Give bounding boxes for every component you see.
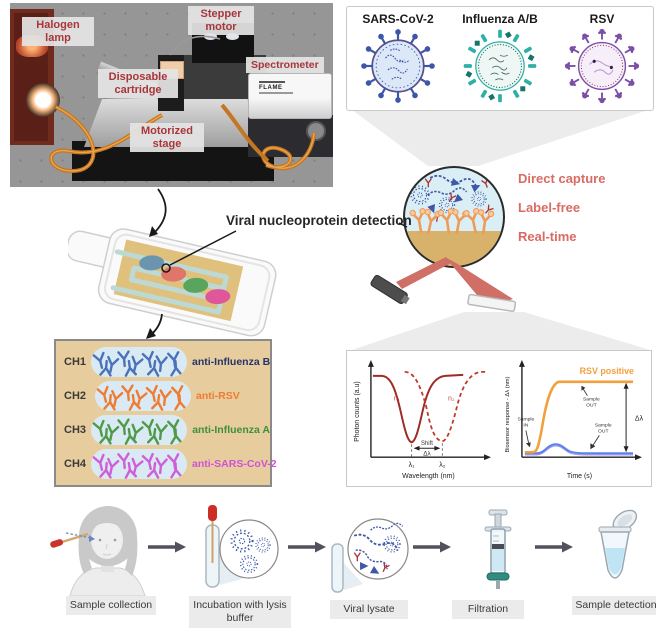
filtration-syringe-illustration [484, 509, 512, 589]
sample-out-bottom: Sample [595, 422, 612, 428]
channel-legend: CH1 anti-Influenza B CH2 anti-RSV [54, 339, 277, 487]
antibody-cluster [91, 449, 188, 479]
sensorgram-plot: Δλ RSV positive Sample OUT Sample IN Sam… [505, 359, 644, 480]
workflow-step-label: Sample collection [66, 596, 156, 616]
influenza-virion-illustration [463, 29, 537, 103]
x-axis-label: Wavelength (nm) [402, 473, 455, 480]
disposable-cartridge-label: Disposable cartridge [98, 69, 178, 99]
halogen-lamp-label: Halogen lamp [22, 17, 94, 47]
virus-sars-cov-2: SARS-CoV-2 [347, 7, 449, 110]
spectrometer-device: FLAME [248, 73, 332, 119]
sensor-surface-zoom [403, 166, 505, 268]
swab-stick [61, 532, 89, 544]
channel-name: CH4 [64, 458, 87, 470]
lambda2-tick: λ₂ [439, 462, 445, 469]
workflow-step-label: Sample detection [572, 596, 656, 616]
delta-lambda-annotation: Δλ [423, 451, 431, 458]
fiber-cables [49, 35, 316, 174]
sample-tube-illustration [598, 509, 638, 579]
sample-out-top-2: OUT [586, 403, 596, 409]
antibody-label: anti-Influenza A [192, 424, 270, 436]
channel-name: CH2 [64, 390, 87, 402]
antibody-cluster [91, 415, 188, 445]
channel-name: CH1 [64, 356, 87, 368]
y-axis-label: Biosensor response - Δλ (nm) [505, 376, 511, 452]
virus-title: Influenza A/B [462, 12, 538, 26]
lysis-incubation-illustration [205, 505, 279, 588]
sample-out-top: Sample [583, 397, 600, 403]
delta-lambda-annotation: Δλ [635, 415, 644, 422]
channel-row: CH4 anti-SARS-CoV-2 [64, 449, 277, 479]
motorized-stage-label: Motorized stage [130, 123, 204, 153]
y-axis-label: Photon counts (a.u) [354, 381, 361, 442]
fiber-connector [306, 121, 326, 141]
lambda1-tick: λ₁ [409, 462, 415, 469]
sample-in-2: IN [523, 422, 528, 428]
x-axis-label: Time (s) [567, 473, 592, 480]
workflow-step-label: Filtration [452, 600, 524, 620]
shift-annotation: Shift [421, 441, 433, 447]
swab-tip [50, 539, 64, 548]
sample-out-bottom-2: OUT [598, 428, 608, 434]
antibody-label: anti-Influenza B [192, 356, 271, 368]
antibody-cluster [95, 381, 191, 411]
workflow-step-label: Viral lysate [330, 600, 408, 620]
sample-in: Sample [517, 416, 534, 422]
rsv-positive-legend: RSV positive [580, 366, 634, 376]
channel-row: CH1 anti-Influenza B [64, 347, 270, 377]
channel-row: CH2 anti-RSV [64, 381, 270, 411]
stepper-motor-label: Stepper motor [188, 6, 254, 36]
spectrometer-brand: FLAME [259, 85, 283, 91]
halogen-lamp-lens [26, 83, 60, 117]
sensor-scene [408, 172, 496, 236]
feature-direct-capture: Direct capture [518, 171, 606, 186]
virus-title: SARS-CoV-2 [362, 12, 434, 26]
antibody-label: anti-RSV [196, 390, 240, 402]
channel-row: CH3 anti-Influenza A [64, 415, 270, 445]
antibody-label: anti-SARS-CoV-2 [192, 458, 277, 470]
workflow-step-label: Incubation with lysis buffer [189, 596, 291, 629]
channel-name: CH3 [64, 424, 87, 436]
virus-rsv: RSV [551, 7, 653, 110]
feature-real-time: Real-time [518, 229, 577, 244]
n2-label: n₂ [448, 396, 455, 403]
sample-collection-illustration [50, 506, 146, 596]
resonance-shift-plot: Shift Δλ n₁ n₂ λ₁ λ₂ Wavelength (nm) Pho… [354, 359, 491, 480]
spectrometer-label: Spectrometer [246, 57, 324, 74]
sars-cov-2-virion-illustration [361, 29, 435, 103]
antibody-cluster [91, 347, 188, 377]
virus-panel: SARS-CoV-2 Influenza A/B [346, 6, 654, 111]
assay-features: Direct capture Label-free Real-time [518, 171, 605, 258]
virus-title: RSV [589, 12, 615, 26]
feature-label-free: Label-free [518, 200, 581, 215]
controller-light [226, 33, 239, 40]
rsv-virion-illustration [564, 28, 640, 104]
viral-nucleoprotein-detection-label: Viral nucleoprotein detection [226, 213, 412, 228]
virus-influenza: Influenza A/B [449, 7, 551, 110]
optical-setup-photo: FLAME Halogen lamp Stepper motor Disposa… [10, 3, 333, 187]
viral-lysate-illustration [331, 518, 409, 593]
disposable-cartridge-illustration [68, 228, 277, 337]
n1-label: n₁ [394, 396, 401, 403]
results-panel: Shift Δλ n₁ n₂ λ₁ λ₂ Wavelength (nm) Pho… [346, 350, 652, 487]
